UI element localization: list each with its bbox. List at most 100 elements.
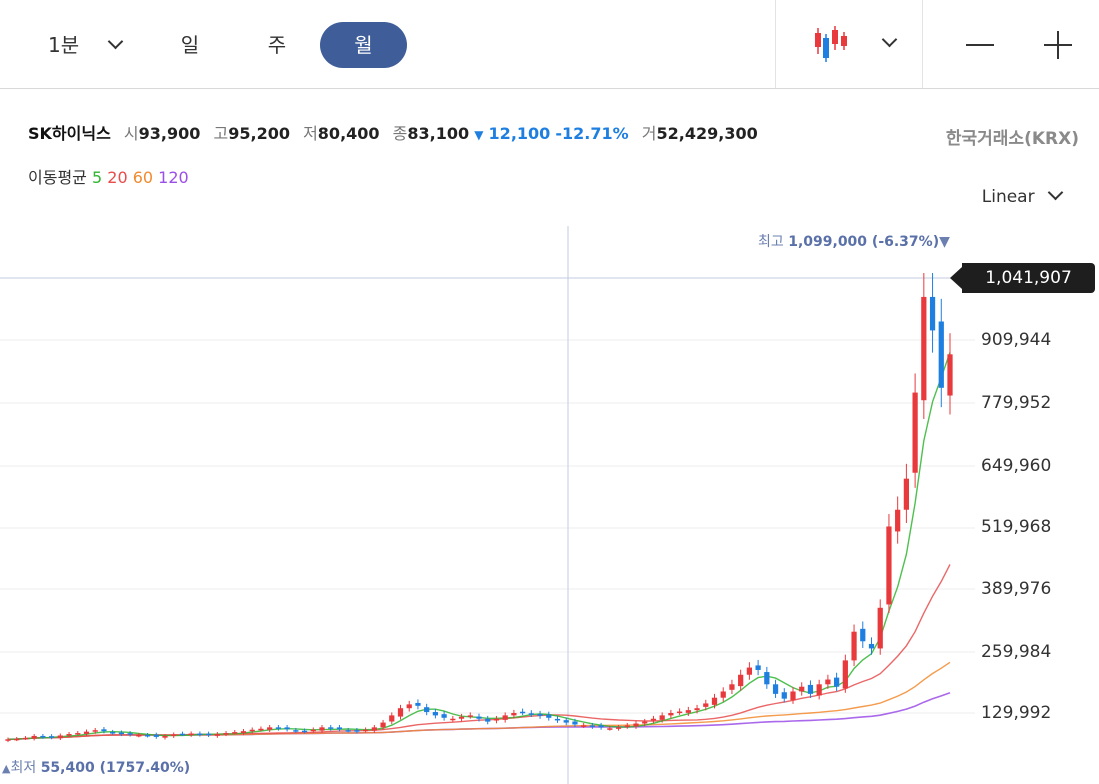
candle-body [938, 321, 944, 388]
volume-value: 52,429,300 [656, 124, 758, 143]
change-percent: -12.71% [555, 124, 629, 143]
candle-body [415, 702, 421, 706]
candle-body [328, 727, 334, 729]
zoom-in-button[interactable] [1038, 26, 1078, 66]
candle-body [772, 684, 779, 694]
candle-body [903, 478, 910, 510]
candle-body [40, 735, 46, 738]
candle-body [868, 643, 875, 649]
candle-body [860, 628, 866, 642]
current-price-tag: 1,041,907 [950, 263, 1095, 293]
candle-body [485, 718, 491, 722]
candle-body [450, 718, 456, 721]
ma-60: 60 [132, 168, 154, 187]
candle-body [319, 727, 325, 731]
candle-body [301, 730, 308, 733]
candle-body [746, 667, 753, 675]
candle-body [659, 715, 665, 720]
high-marker-label: 최고 [758, 234, 784, 250]
candle-body [711, 697, 718, 705]
candlestick-icon [815, 26, 847, 62]
low-value: 80,400 [317, 124, 380, 143]
candle-body [66, 734, 72, 736]
candle-body [275, 727, 282, 729]
change-value: 12,100 [488, 124, 551, 143]
candle-body [162, 735, 168, 738]
chart-type-dropdown[interactable] [800, 22, 910, 68]
moving-average-legend[interactable]: 이동평균 5 20 60 120 [28, 164, 189, 188]
low-marker-label: 최저 [10, 760, 37, 776]
candle-body [694, 708, 700, 711]
tab-month[interactable]: 월 [320, 22, 407, 68]
candle-body [389, 715, 395, 722]
period-1min-label: 1분 [48, 33, 80, 57]
candle-body [249, 729, 255, 732]
volume-label: 거 [641, 124, 657, 143]
candle-body [781, 692, 787, 699]
candle-body [563, 720, 569, 723]
candle-body [467, 715, 473, 717]
candle-body [267, 727, 273, 730]
candle-body [877, 607, 883, 649]
toolbar: 1분 일 주 월 [0, 0, 1099, 89]
candle-body [5, 739, 11, 741]
high-label: 고 [213, 124, 229, 143]
minus-icon [966, 44, 994, 46]
candle-body [581, 725, 587, 727]
candle-body [886, 526, 892, 605]
candle-body [607, 728, 613, 730]
tab-day[interactable]: 일 [180, 33, 200, 57]
tab-week[interactable]: 주 [267, 33, 287, 57]
low-marker: ▲최저 55,400 (1757.40%) [2, 757, 190, 777]
divider [775, 0, 776, 88]
y-tick-label: 259,984 [981, 642, 1052, 662]
y-tick-label: 389,976 [981, 579, 1052, 599]
candle-body [816, 684, 822, 696]
ma-5-line [7, 352, 951, 740]
candle-body [519, 711, 526, 714]
candle-body [598, 725, 604, 728]
scale-dropdown[interactable]: Linear [982, 184, 1064, 207]
candle-body [136, 734, 142, 737]
open-label: 시 [123, 124, 139, 143]
candle-body [197, 733, 203, 736]
candle-body [633, 723, 639, 727]
ma-label: 이동평균 [28, 168, 87, 187]
candle-body [214, 734, 220, 736]
candle-body [668, 712, 674, 716]
candle-body [895, 509, 901, 532]
candle-body [912, 392, 918, 473]
candle-body [354, 730, 360, 732]
candle-body [755, 665, 761, 670]
low-marker-value: 55,400 (1757.40%) [40, 760, 191, 776]
candle-body [48, 736, 55, 738]
candle-body [729, 684, 735, 690]
candle-body [624, 725, 630, 727]
candle-body [807, 684, 814, 694]
candle-body [171, 734, 177, 737]
candle-body [310, 729, 316, 732]
divider [922, 0, 923, 88]
y-tick-label: 909,944 [981, 330, 1052, 350]
candle-body [921, 296, 927, 401]
candle-body [424, 707, 430, 713]
high-marker-value: 1,099,000 (-6.37%) [788, 234, 940, 250]
candle-body [676, 711, 683, 714]
period-1min-dropdown[interactable]: 1분 [30, 22, 140, 68]
candle-body [528, 713, 534, 715]
stock-name: SK하이닉스 [28, 124, 111, 143]
price-summary: SK하이닉스 시93,900 고95,200 저80,400 종83,100 ▼… [28, 120, 758, 144]
candle-body [284, 727, 290, 730]
y-tick-label: 519,968 [981, 517, 1052, 537]
candle-body [825, 679, 831, 685]
y-tick-label: 779,952 [981, 393, 1052, 413]
candle-body [83, 731, 90, 734]
zoom-out-button[interactable] [960, 26, 1000, 66]
candle-body [842, 660, 848, 689]
candle-body [223, 733, 229, 735]
candle-body [589, 725, 596, 727]
candle-body [799, 686, 805, 692]
candle-body [493, 718, 500, 721]
candle-body [851, 631, 857, 661]
